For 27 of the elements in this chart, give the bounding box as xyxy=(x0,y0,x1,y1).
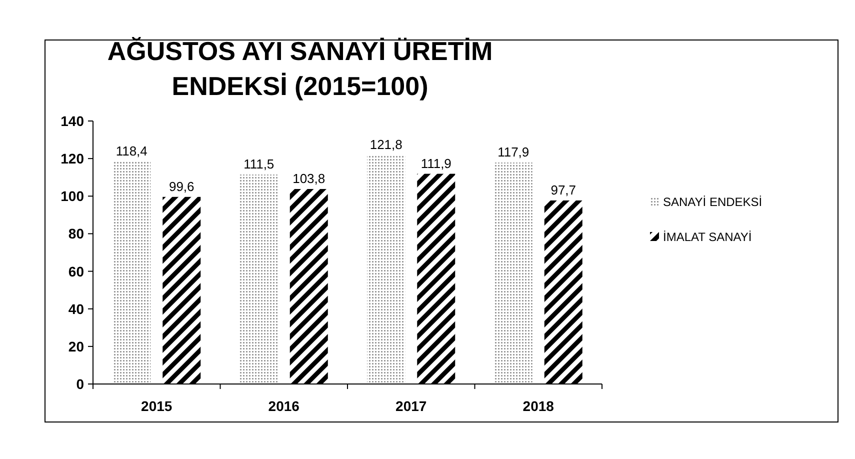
x-tick-label: 2015 xyxy=(141,398,172,414)
bar xyxy=(290,189,328,384)
chart-title: AĞUSTOS AYI SANAYİ ÜRETİM ENDEKSİ (2015=100) xyxy=(107,36,493,101)
data-label: 97,7 xyxy=(550,182,576,198)
bar xyxy=(544,200,582,384)
x-tick-label: 2018 xyxy=(522,398,554,414)
data-label: 103,8 xyxy=(292,171,326,186)
legend-label: SANAYİ ENDEKSİ xyxy=(663,195,762,209)
y-tick-label: 0 xyxy=(76,376,84,392)
data-label: 99,6 xyxy=(168,178,194,194)
bar xyxy=(417,174,456,384)
y-tick-label: 80 xyxy=(68,226,84,242)
data-label: 111,5 xyxy=(244,156,274,172)
bar xyxy=(162,196,201,384)
data-label: 118,4 xyxy=(116,144,148,159)
y-tick-label: 120 xyxy=(60,150,84,167)
data-label: 117,9 xyxy=(498,144,530,160)
y-tick-label: 140 xyxy=(60,113,84,129)
x-tick-label: 2016 xyxy=(268,398,300,414)
y-tick-label: 40 xyxy=(68,300,84,317)
y-tick-label: 60 xyxy=(68,263,84,280)
y-tick-label: 20 xyxy=(68,338,84,354)
data-label: 111,9 xyxy=(420,156,452,171)
x-tick-label: 2017 xyxy=(396,398,427,414)
data-label: 121,8 xyxy=(370,137,402,152)
y-tick-label: 100 xyxy=(60,188,84,204)
legend-label: İMALAT SANAYİ xyxy=(663,230,752,244)
